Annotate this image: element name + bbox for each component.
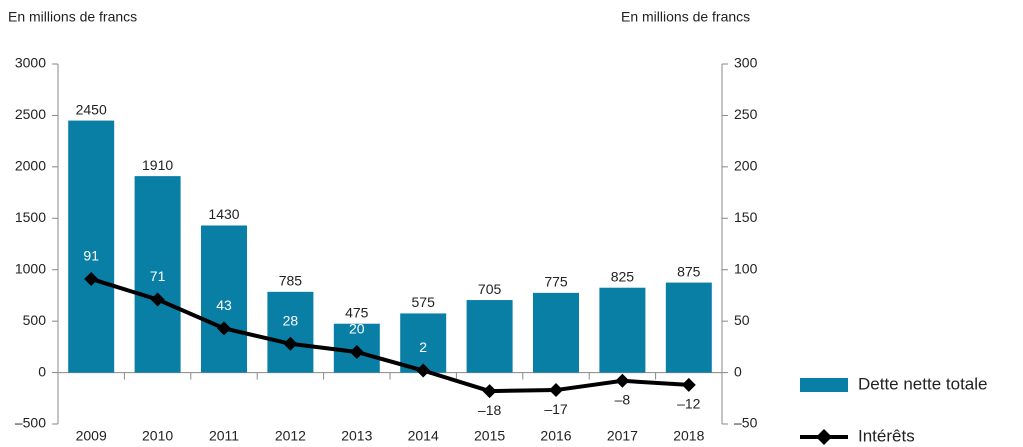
bar	[201, 225, 247, 373]
y2-tick-label: 100	[734, 260, 758, 276]
x-tick-label: 2015	[474, 428, 505, 444]
bar-label: 705	[478, 281, 502, 297]
line-marker	[681, 377, 696, 392]
y2-tick-label: 150	[734, 209, 758, 225]
bar-label: 785	[279, 273, 303, 289]
bar	[599, 287, 646, 373]
legend-label: Dette nette totale	[858, 374, 987, 393]
bar-label: 1430	[208, 206, 239, 222]
line-marker	[482, 384, 497, 399]
x-tick-label: 2018	[673, 428, 704, 444]
line-label: 71	[150, 268, 166, 284]
bar-label: 2450	[76, 101, 107, 117]
bar	[267, 291, 314, 373]
line-marker	[549, 383, 563, 398]
bar	[68, 120, 115, 373]
line-label: 28	[283, 312, 299, 328]
y-tick-label: –500	[15, 415, 46, 431]
line-marker	[84, 271, 99, 286]
legend-swatch	[800, 378, 848, 392]
bar	[533, 292, 579, 373]
y2-tick-label: –50	[734, 415, 758, 431]
x-tick-label: 2012	[275, 428, 306, 444]
line-marker	[416, 363, 431, 378]
legend-marker	[816, 429, 832, 445]
y-tick-label: 500	[23, 312, 47, 328]
bar-label: 575	[412, 294, 436, 310]
line-label: –12	[677, 396, 701, 412]
x-tick-label: 2010	[142, 428, 173, 444]
bar-label: 875	[677, 263, 701, 279]
y-axis-title: En millions de francs	[8, 9, 137, 25]
y2-tick-label: 200	[734, 158, 758, 174]
x-tick-label: 2011	[209, 428, 239, 444]
bar-label: 475	[345, 304, 369, 320]
x-tick-label: 2014	[408, 428, 439, 444]
y-tick-label: 0	[38, 363, 46, 379]
y-tick-label: 2500	[15, 106, 46, 122]
bar-label: 775	[544, 274, 568, 290]
line-label: 43	[216, 297, 232, 313]
y2-tick-label: 300	[734, 55, 758, 71]
x-tick-label: 2009	[76, 428, 107, 444]
y2-tick-label: 250	[734, 106, 758, 122]
y-tick-label: 1000	[15, 260, 46, 276]
legend-label: Intérêts	[858, 426, 915, 445]
x-tick-label: 2017	[607, 428, 638, 444]
line-label: –17	[544, 401, 568, 417]
y2-tick-label: 50	[734, 312, 750, 328]
line	[90, 277, 689, 394]
bar-label: 1910	[142, 157, 173, 173]
bar	[466, 300, 513, 373]
x-tick-label: 2013	[341, 428, 372, 444]
line-label: –8	[615, 392, 631, 408]
y2-tick-label: 0	[734, 363, 742, 379]
line-marker	[615, 373, 630, 388]
line-label: 91	[83, 248, 99, 264]
bar	[665, 282, 712, 373]
y-tick-label: 2000	[15, 158, 46, 174]
y2-axis-title: En millions de francs	[621, 9, 750, 25]
line-marker	[349, 345, 364, 359]
line-label: 20	[349, 321, 365, 337]
bar	[400, 313, 447, 373]
y-tick-label: 1500	[15, 209, 46, 225]
line-marker	[150, 292, 165, 307]
line-marker	[217, 321, 231, 336]
line-label: –18	[478, 402, 502, 418]
bar	[134, 176, 181, 373]
y-tick-label: 3000	[15, 55, 46, 71]
bar-label: 825	[611, 268, 635, 284]
line-label: 2	[419, 339, 427, 355]
x-tick-label: 2016	[540, 428, 571, 444]
line-marker	[283, 336, 298, 351]
